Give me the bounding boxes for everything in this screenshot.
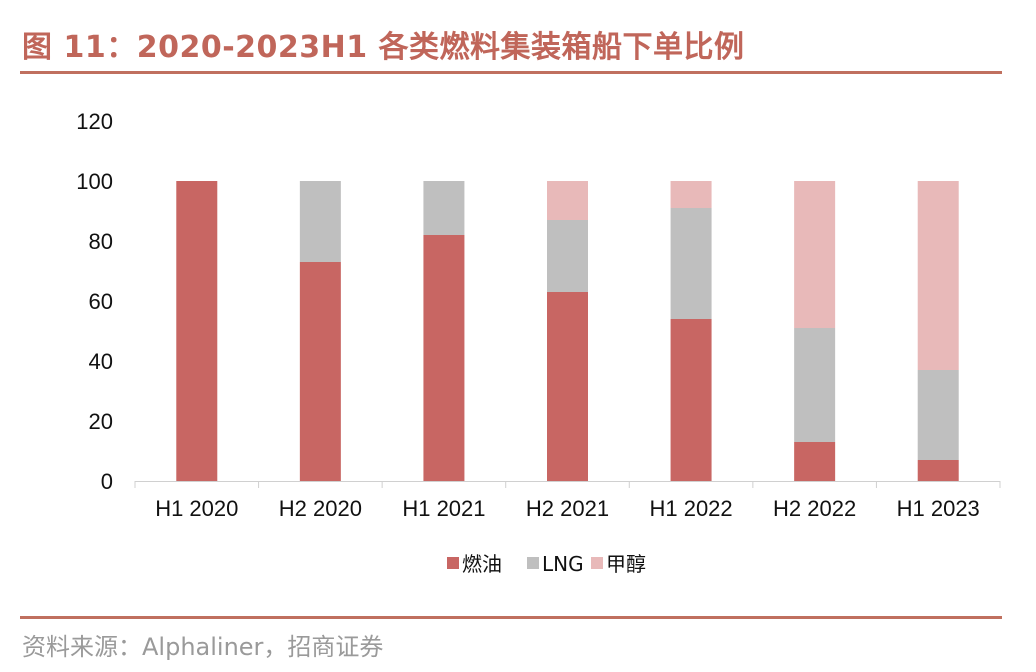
- y-tick-label: 60: [89, 289, 113, 314]
- y-tick-label: 0: [101, 469, 113, 494]
- bar-segment: [794, 442, 836, 481]
- legend-label: LNG: [542, 552, 584, 576]
- stacked-bar-chart: 0 20 40 60 80 100 120 H1 2020 H2 2020 H1 2021 H2 …: [76, 109, 1001, 576]
- source-note: 资料来源：Alphaliner，招商证券: [22, 633, 384, 661]
- y-tick-label: 20: [89, 409, 113, 434]
- bar-segment: [423, 235, 465, 481]
- bar-segment: [917, 370, 959, 460]
- x-tick-label: H2 2022: [773, 496, 856, 521]
- x-tick-label: H1 2021: [402, 496, 485, 521]
- x-axis-ticks: H1 2020 H2 2020 H1 2021 H2 2021 H1 2022 H2 20…: [134, 481, 1001, 521]
- bar-segment: [299, 181, 341, 262]
- legend-swatch: [591, 557, 603, 569]
- y-tick-label: 80: [89, 229, 113, 254]
- x-tick-label: H2 2020: [279, 496, 362, 521]
- x-tick-label: H2 2021: [526, 496, 609, 521]
- bar-segment: [794, 328, 836, 442]
- title-divider: [20, 71, 1002, 74]
- bar-stacks: [176, 181, 959, 481]
- y-axis-ticks: 0 20 40 60 80 100 120: [76, 109, 113, 494]
- bar-segment: [670, 208, 712, 319]
- y-tick-label: 40: [89, 349, 113, 374]
- bar-segment: [547, 292, 588, 481]
- bar-segment: [547, 220, 588, 292]
- x-tick-label: H1 2020: [155, 496, 238, 521]
- bar-segment: [794, 181, 836, 328]
- bar-segment: [423, 181, 465, 235]
- legend-label: 燃油: [462, 552, 502, 576]
- figure-title: 图 11：2020-2023H1 各类燃料集装箱船下单比例: [22, 30, 745, 65]
- legend-swatch: [527, 557, 539, 569]
- bar-segment: [670, 319, 712, 481]
- bar-segment: [917, 181, 959, 370]
- legend-label: 甲醇: [606, 552, 646, 576]
- x-tick-label: H1 2022: [649, 496, 732, 521]
- bar-segment: [176, 181, 218, 481]
- bar-segment: [917, 460, 959, 481]
- legend-swatch: [447, 557, 459, 569]
- bar-segment: [299, 262, 341, 481]
- chart-legend: 燃油 LNG 甲醇: [447, 552, 646, 576]
- y-tick-label: 120: [76, 109, 113, 134]
- y-tick-label: 100: [76, 169, 113, 194]
- source-divider: [20, 616, 1002, 619]
- x-tick-label: H1 2023: [897, 496, 980, 521]
- bar-segment: [670, 181, 712, 208]
- bar-segment: [547, 181, 588, 220]
